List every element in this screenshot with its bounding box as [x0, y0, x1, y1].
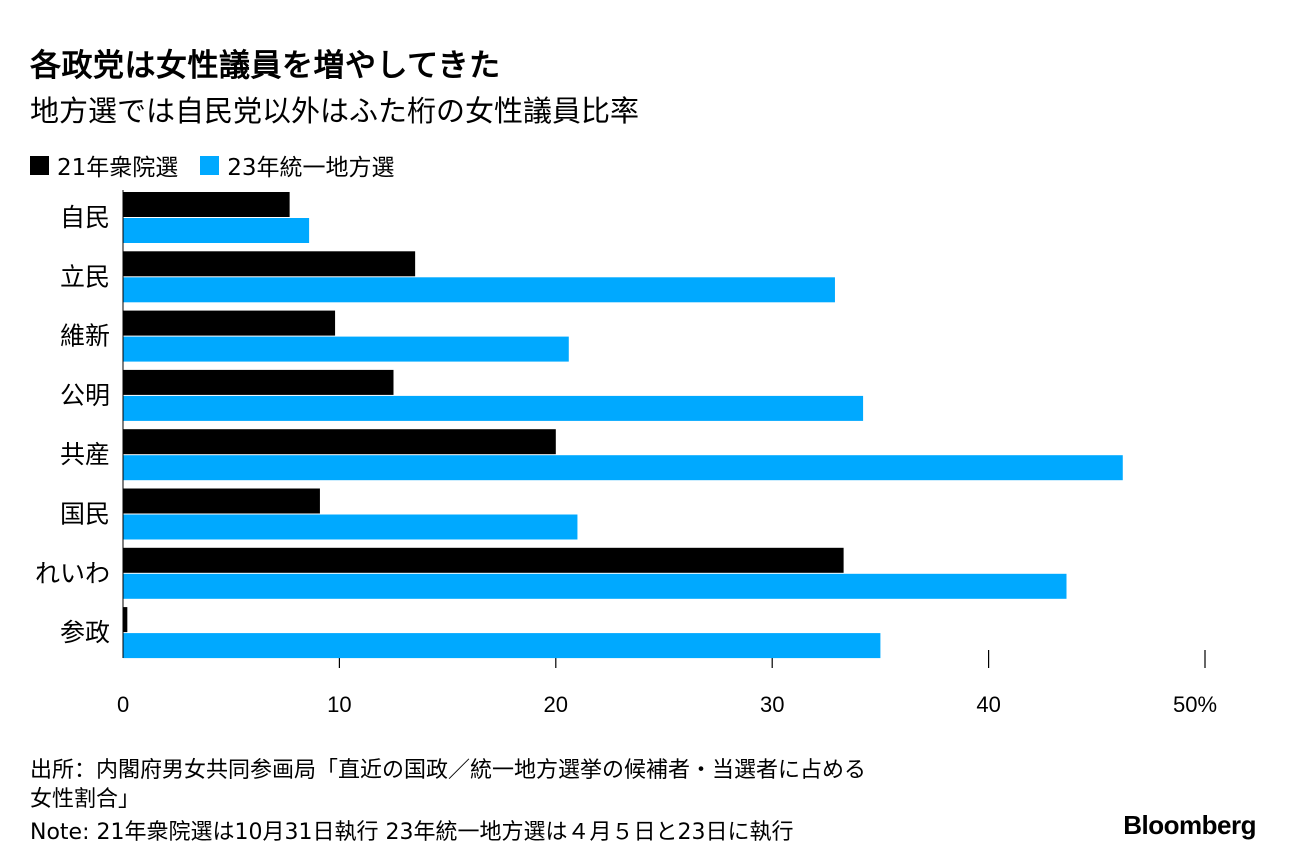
bar-series-2 — [123, 277, 835, 303]
x-tick-label: 0 — [117, 692, 129, 717]
category-label: 共産 — [60, 440, 110, 469]
category-label: 維新 — [60, 322, 110, 351]
bar-series-1 — [123, 192, 290, 217]
category-label: 公明 — [60, 381, 110, 410]
x-tick-label: 40 — [976, 692, 1000, 717]
category-label: 参政 — [60, 618, 110, 647]
legend-swatch-series-1 — [30, 155, 49, 175]
x-tick-label: 50% — [1173, 692, 1217, 717]
x-tick-label: 10 — [327, 692, 351, 717]
bar-series-1 — [123, 547, 844, 573]
bar-series-2 — [123, 633, 881, 659]
bar-series-2 — [123, 336, 569, 362]
bar-series-1 — [123, 310, 336, 336]
legend-swatch-series-2 — [200, 155, 220, 175]
footnote: Note: 21年衆院選は10月31日執行 23年統一地方選は４月５日と23日に… — [30, 820, 794, 845]
bar-series-2 — [123, 218, 310, 243]
category-label: 立民 — [60, 262, 110, 291]
source-line-2: 女性割合」 — [30, 787, 141, 812]
legend-label-series-1: 21年衆院選 — [57, 155, 179, 181]
chart-title: 各政党は女性議員を増やしてきた — [30, 48, 501, 84]
category-label: れいわ — [35, 559, 110, 588]
bar-series-1 — [123, 429, 556, 455]
source-line-1: 出所：内閣府男女共同参画局「直近の国政／統一地方選挙の候補者・当選者に占める — [30, 758, 867, 783]
bar-series-1 — [123, 488, 320, 514]
bar-series-1 — [123, 607, 128, 633]
x-tick-label: 30 — [760, 692, 784, 717]
legend: 21年衆院選 23年統一地方選 — [30, 148, 417, 182]
legend-label-series-2: 23年統一地方選 — [227, 155, 395, 181]
legend-item-series-1: 21年衆院選 — [30, 148, 178, 182]
category-label: 国民 — [60, 500, 110, 529]
x-tick-label: 20 — [544, 692, 568, 717]
source-note: 出所：内閣府男女共同参画局「直近の国政／統一地方選挙の候補者・当選者に占める 女… — [30, 756, 866, 814]
bar-series-2 — [123, 573, 1067, 599]
bar-series-1 — [123, 251, 416, 277]
bloomberg-logo: Bloomberg — [1123, 810, 1256, 840]
bar-series-2 — [123, 514, 578, 540]
legend-item-series-2: 23年統一地方選 — [200, 148, 395, 182]
bar-series-1 — [123, 369, 394, 395]
chart-subtitle: 地方選では自民党以外はふた桁の女性議員比率 — [30, 94, 640, 128]
category-label: 自民 — [60, 203, 110, 232]
bar-series-2 — [123, 455, 1123, 481]
bar-series-2 — [123, 395, 864, 421]
